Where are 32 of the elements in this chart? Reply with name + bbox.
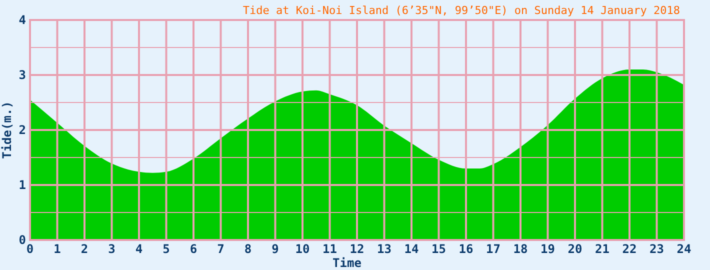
- x-tick-label: 9: [272, 242, 279, 256]
- x-tick-label: 18: [513, 242, 528, 256]
- x-tick-label: 7: [217, 242, 224, 256]
- x-tick-label: 5: [162, 242, 170, 256]
- x-tick-label: 8: [244, 242, 252, 256]
- x-tick-label: 13: [377, 242, 392, 256]
- y-tick-label: 1: [18, 178, 26, 192]
- x-axis-title: Time: [332, 256, 362, 270]
- y-axis-title: Tide(m.): [0, 101, 14, 159]
- y-tick-label: 4: [18, 13, 26, 27]
- y-tick-label: 2: [18, 123, 26, 137]
- x-tick-label: 20: [568, 242, 582, 256]
- x-tick-label: 17: [486, 242, 500, 256]
- y-tick-label: 0: [18, 233, 26, 247]
- x-tick-label: 10: [295, 242, 310, 256]
- x-tick-label: 24: [676, 242, 692, 256]
- x-tick-label: 4: [135, 242, 143, 256]
- chart-title: Tide at Koi-Noi Island (6’35"N, 99’50"E) on Sunday 14 January 2018: [242, 4, 680, 17]
- x-tick-label: 16: [458, 242, 474, 256]
- x-tick-label: 19: [540, 242, 555, 256]
- x-tick-label: 1: [54, 242, 61, 256]
- x-tick-label: 6: [190, 242, 198, 256]
- x-tick-label: 11: [322, 242, 337, 256]
- x-tick-label: 14: [404, 242, 419, 256]
- x-tick-label: 23: [650, 242, 664, 256]
- x-tick-label: 12: [350, 242, 364, 256]
- x-tick-label: 21: [595, 242, 610, 256]
- y-tick-label: 3: [18, 68, 26, 82]
- x-tick-label: 2: [80, 242, 88, 256]
- x-tick-label: 3: [108, 242, 116, 256]
- x-tick-label: 22: [622, 242, 637, 256]
- x-tick-label: 15: [432, 242, 446, 256]
